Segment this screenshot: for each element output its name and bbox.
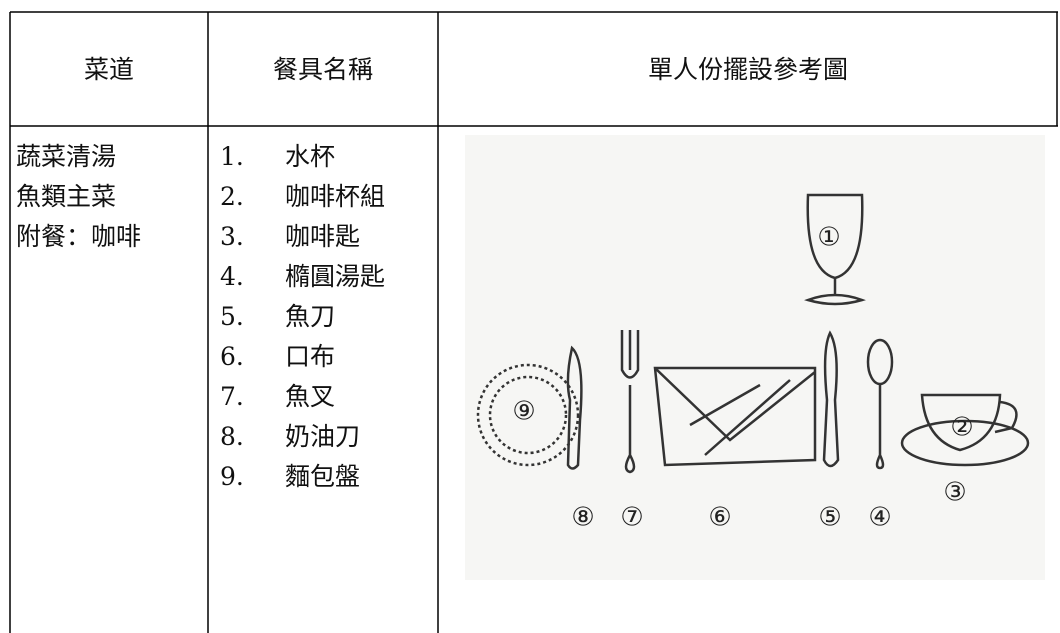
illustration — [476, 193, 1030, 474]
diagram-label: ⑥ — [708, 503, 731, 533]
diagram-label: ⑤ — [818, 503, 841, 533]
diagram-label: ⑦ — [620, 503, 643, 533]
utensil-number: 8. — [220, 422, 244, 451]
diagram-label: ③ — [943, 478, 966, 508]
utensil-number: 1. — [220, 142, 244, 171]
utensil-number: 9. — [220, 462, 244, 491]
utensil-number: 6. — [220, 342, 244, 371]
utensil-name: 奶油刀 — [285, 422, 361, 451]
utensil-name: 口布 — [285, 342, 336, 371]
utensil-name: 橢圓湯匙 — [285, 262, 386, 291]
illustration-bg — [465, 135, 1045, 580]
diagram-label: ⑨ — [512, 397, 535, 427]
diagram-label: ④ — [868, 503, 891, 533]
utensil-number: 7. — [220, 382, 244, 411]
utensil-number: 4. — [220, 262, 244, 291]
utensil-number: 5. — [220, 302, 244, 331]
header-cell: 單人份擺設參考圖 — [647, 55, 848, 84]
diagram-label: ① — [817, 223, 840, 253]
diagram-label: ② — [950, 413, 973, 443]
utensil-name: 咖啡匙 — [285, 222, 361, 251]
dish: 魚類主菜 — [16, 182, 117, 211]
dish: 附餐：咖啡 — [16, 222, 142, 251]
utensil-name: 魚叉 — [285, 382, 336, 411]
diagram-label: ⑧ — [571, 503, 594, 533]
utensil-name: 咖啡杯組 — [285, 182, 386, 211]
utensil-number: 3. — [220, 222, 244, 251]
dish: 蔬菜清湯 — [16, 142, 117, 171]
utensil-name: 魚刀 — [285, 302, 336, 331]
header-cell: 菜道 — [83, 55, 134, 84]
utensil-number: 2. — [220, 182, 244, 211]
header-cell: 餐具名稱 — [272, 55, 373, 84]
utensil-name: 水杯 — [285, 142, 336, 171]
utensil-name: 麵包盤 — [285, 462, 361, 491]
